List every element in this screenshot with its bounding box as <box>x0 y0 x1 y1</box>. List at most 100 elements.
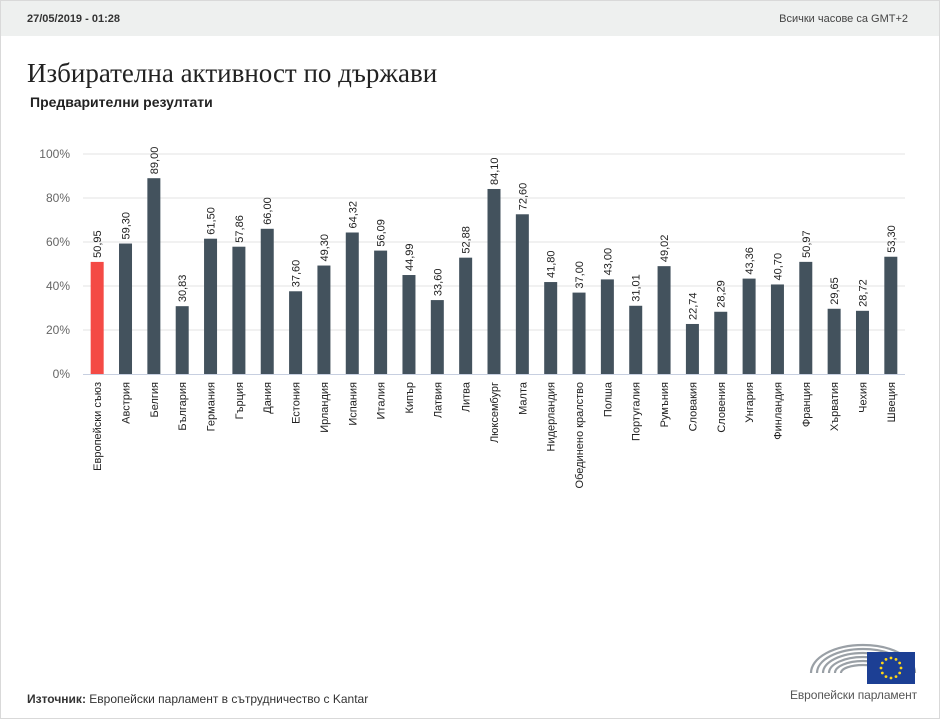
eu-stars-icon <box>879 656 903 680</box>
eu-star <box>884 675 888 679</box>
y-tick-label: 100% <box>39 147 70 161</box>
category-label: Гърция <box>234 382 246 419</box>
bar <box>770 284 784 374</box>
value-label: 53,30 <box>886 225 898 253</box>
bar <box>90 261 104 374</box>
top-bar: 27/05/2019 - 01:28 Всички часове са GMT+… <box>1 1 939 36</box>
source-note: Източник: Европейски парламент в сътрудн… <box>27 692 368 706</box>
category-label: България <box>177 382 189 431</box>
bar <box>855 310 869 374</box>
value-label: 52,88 <box>461 226 473 254</box>
y-tick-label: 0% <box>53 367 71 381</box>
bar <box>289 291 303 374</box>
category-label: Малта <box>517 381 529 415</box>
eu-star <box>899 666 903 670</box>
bar <box>600 279 614 374</box>
category-label: Ирландия <box>319 382 331 433</box>
bar <box>685 323 699 374</box>
chart-title: Избирателна активност по държави <box>27 58 438 88</box>
bar <box>232 246 246 374</box>
y-tick-label: 60% <box>46 235 70 249</box>
category-label: Белгия <box>149 382 161 418</box>
eu-star <box>889 676 893 680</box>
value-label: 33,60 <box>432 269 444 297</box>
value-label: 44,99 <box>404 243 416 271</box>
category-label: Испания <box>347 382 359 426</box>
value-label: 64,32 <box>347 201 359 229</box>
bar <box>657 266 671 374</box>
category-label: Словакия <box>687 382 699 431</box>
bar <box>515 214 529 374</box>
category-label: Италия <box>376 382 388 420</box>
value-label: 22,74 <box>687 292 699 320</box>
value-label: 43,00 <box>602 248 614 276</box>
value-label: 49,02 <box>659 235 671 263</box>
bar <box>430 300 444 374</box>
european-parliament-logo <box>809 643 917 684</box>
bar <box>742 278 756 374</box>
value-label: 61,50 <box>206 207 218 235</box>
logo-text: Европейски парламент <box>790 688 918 702</box>
category-label: Австрия <box>121 382 133 424</box>
category-label: Унгария <box>744 382 756 423</box>
bar <box>260 228 274 374</box>
category-label: Словения <box>716 382 728 433</box>
chart-subtitle: Предварителни резултати <box>30 94 213 110</box>
bar <box>799 261 813 374</box>
bar <box>147 178 161 374</box>
bar <box>572 292 586 374</box>
y-tick-label: 40% <box>46 279 70 293</box>
category-label: Люксембург <box>489 382 501 443</box>
category-labels: Европейски съюз Австрия Белгия България Герм… <box>92 381 898 488</box>
value-labels: 50,95 59,30 89,00 30,83 61,50 57,86 66,00 37,60… <box>92 147 898 320</box>
bar <box>175 306 189 374</box>
category-label: Полша <box>602 381 614 417</box>
timestamp: 27/05/2019 - 01:28 <box>27 13 120 25</box>
category-label: Кипър <box>404 382 416 414</box>
category-label: Латвия <box>432 382 444 418</box>
category-label: Дания <box>262 382 274 414</box>
category-label: Хърватия <box>829 382 841 431</box>
category-label: Нидерландия <box>546 382 558 452</box>
y-tick-label: 20% <box>46 323 70 337</box>
eu-star <box>880 661 884 665</box>
category-label: Румъния <box>659 382 671 427</box>
value-label: 40,70 <box>772 253 784 281</box>
value-label: 59,30 <box>121 212 133 240</box>
bar <box>345 232 359 374</box>
value-label: 66,00 <box>262 197 274 225</box>
timezone-note: Всички часове са GMT+2 <box>779 13 908 25</box>
eu-star <box>898 671 902 675</box>
value-label: 41,80 <box>546 251 558 279</box>
bar <box>714 311 728 374</box>
bar <box>629 305 643 374</box>
bar <box>204 238 218 374</box>
value-label: 72,60 <box>517 183 529 211</box>
value-label: 31,01 <box>631 274 643 302</box>
value-label: 84,10 <box>489 157 501 185</box>
eu-star <box>880 671 884 675</box>
category-label: Обединено кралство <box>574 382 586 488</box>
bar <box>374 250 388 374</box>
category-label: Португалия <box>631 382 643 441</box>
category-label: Европейски съюз <box>92 382 104 471</box>
source-text: Европейски парламент в сътрудничество с … <box>89 692 369 706</box>
value-label: 50,95 <box>92 230 104 258</box>
category-label: Чехия <box>857 382 869 413</box>
value-label: 43,36 <box>744 247 756 275</box>
category-label: Финландия <box>772 382 784 440</box>
bars <box>90 178 898 374</box>
value-label: 28,29 <box>716 280 728 308</box>
value-label: 50,97 <box>801 230 813 258</box>
category-label: Естония <box>291 382 303 424</box>
value-label: 37,60 <box>291 260 303 288</box>
value-label: 37,00 <box>574 261 586 289</box>
bar <box>317 265 331 374</box>
bar <box>544 282 558 374</box>
eu-star <box>894 657 898 661</box>
value-label: 28,72 <box>857 279 869 307</box>
category-label: Швеция <box>886 382 898 422</box>
y-axis-ticks: 0% 20% 40% 60% 80% 100% <box>39 147 70 381</box>
turnout-bar-chart: 0% 20% 40% 60% 80% 100% 50,95 59,30 89,00 30,83 6… <box>39 147 905 488</box>
